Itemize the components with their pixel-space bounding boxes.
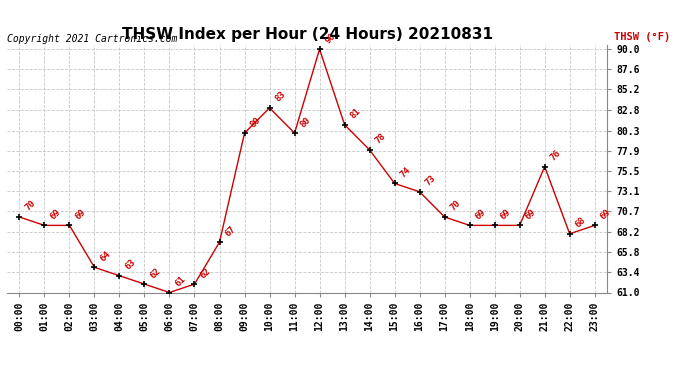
Title: THSW Index per Hour (24 Hours) 20210831: THSW Index per Hour (24 Hours) 20210831	[121, 27, 493, 42]
Text: 67: 67	[224, 224, 237, 238]
Text: Copyright 2021 Cartronics.com: Copyright 2021 Cartronics.com	[7, 34, 177, 44]
Text: 69: 69	[524, 207, 538, 221]
Text: 80: 80	[299, 115, 313, 129]
Text: 62: 62	[148, 266, 163, 280]
Text: 64: 64	[99, 249, 112, 263]
Text: 61: 61	[174, 274, 188, 288]
Text: 83: 83	[274, 90, 288, 104]
Text: 74: 74	[399, 165, 413, 179]
Text: 63: 63	[124, 258, 137, 272]
Text: 69: 69	[74, 207, 88, 221]
Text: 76: 76	[549, 148, 563, 162]
Text: 69: 69	[599, 207, 613, 221]
Text: 73: 73	[424, 174, 437, 188]
Text: 80: 80	[248, 115, 263, 129]
Text: 68: 68	[574, 216, 588, 229]
Text: 70: 70	[23, 199, 37, 213]
Text: 62: 62	[199, 266, 213, 280]
Text: 81: 81	[348, 106, 363, 120]
Text: THSW (°F): THSW (°F)	[614, 32, 671, 42]
Text: 90: 90	[324, 31, 337, 45]
Text: 69: 69	[474, 207, 488, 221]
Text: 78: 78	[374, 132, 388, 146]
Text: 69: 69	[48, 207, 63, 221]
Text: 70: 70	[448, 199, 463, 213]
Text: 69: 69	[499, 207, 513, 221]
